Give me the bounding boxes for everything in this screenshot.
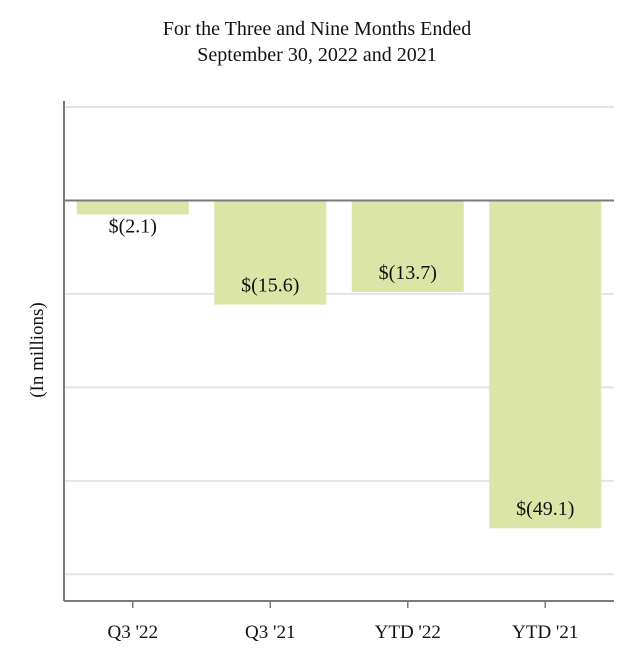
x-tick-label: Q3 '21: [245, 622, 295, 643]
data-labels: $(2.1) $(15.6) $(13.7) $(49.1): [109, 215, 575, 520]
data-label: $(15.6): [241, 275, 299, 297]
bars: [76, 200, 602, 529]
x-tick-labels: Q3 '22 Q3 '21 YTD '22 YTD '21: [108, 622, 579, 643]
bar: [351, 200, 464, 292]
data-label: $(13.7): [379, 262, 437, 284]
x-tick-label: YTD '21: [512, 622, 578, 643]
x-tick-label: YTD '22: [375, 622, 441, 643]
data-label: $(2.1): [109, 215, 157, 237]
y-axis-label: (In millions): [27, 302, 48, 398]
x-tick-label: Q3 '22: [108, 622, 158, 643]
chart-subtitle: September 30, 2022 and 2021: [197, 44, 436, 66]
chart-title: For the Three and Nine Months Ended: [163, 18, 471, 40]
axes: [63, 101, 614, 608]
data-label: $(49.1): [516, 498, 574, 520]
bar: [214, 200, 327, 305]
bar: [76, 200, 189, 215]
bar: [489, 200, 602, 529]
